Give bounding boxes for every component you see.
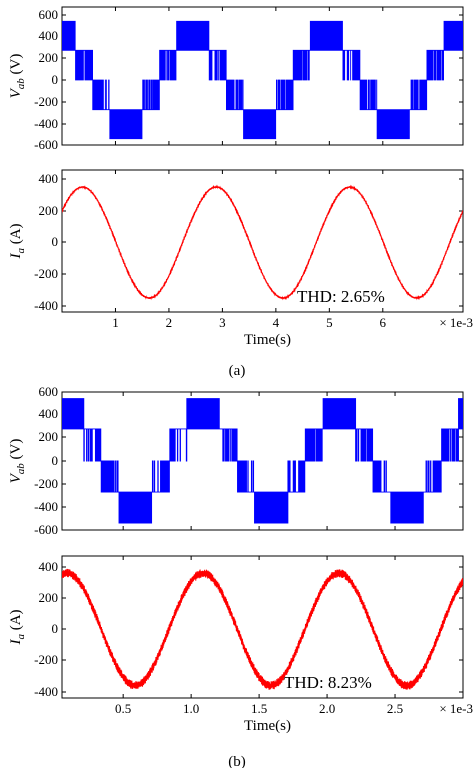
x-tick-label: 2.0	[319, 701, 335, 716]
x-tick-label: 1	[112, 315, 119, 330]
plot-frame	[61, 555, 464, 699]
x-tick-label: 2	[166, 315, 173, 330]
x-tick-label: 5	[326, 315, 333, 330]
x-tick-label: 4	[273, 315, 280, 330]
series-a-bottom	[62, 184, 463, 301]
y-axis-label-unit: (A)	[8, 609, 24, 634]
y-tick-label: 600	[39, 384, 59, 399]
y-tick-label: 0	[52, 621, 59, 636]
y-tick-label: 400	[39, 559, 59, 574]
y-axis-label-sub: a	[15, 248, 27, 254]
series-b-top	[62, 398, 463, 524]
y-tick-label: -600	[34, 522, 58, 537]
x-multiplier: × 1e-3	[439, 701, 473, 716]
plot-frame	[61, 169, 464, 313]
y-tick-label: 400	[39, 28, 59, 43]
y-axis-label: Vab (V)	[8, 54, 27, 99]
y-axis-label-main: V	[8, 87, 24, 98]
thd-annotation: THD: 8.23%	[284, 673, 372, 692]
caption-a: (a)	[229, 363, 246, 379]
y-axis-label: Ia (A)	[8, 609, 27, 645]
y-tick-label: 400	[39, 171, 59, 186]
series-a-top	[62, 20, 463, 140]
x-axis-label: Time(s)	[244, 332, 291, 348]
y-axis-label-unit: (A)	[8, 223, 24, 248]
y-tick-label: -200	[34, 476, 58, 491]
x-tick-label: 3	[219, 315, 226, 330]
voltage-trace	[62, 20, 463, 140]
y-axis-label: Vab (V)	[8, 439, 27, 484]
x-tick-label: 1.5	[251, 701, 267, 716]
y-tick-label: -400	[34, 499, 58, 514]
y-axis-label-unit: (V)	[8, 439, 24, 464]
y-tick-label: 200	[39, 50, 59, 65]
x-multiplier: × 1e-3	[439, 315, 473, 330]
y-tick-label: -200	[34, 652, 58, 667]
y-tick-label: -400	[34, 684, 58, 699]
x-tick-label: 2.5	[387, 701, 403, 716]
y-axis-label-unit: (V)	[8, 54, 24, 79]
panel-a-top: 600 400 200 0 -200 -400 -600 Vab (V)	[8, 6, 464, 152]
x-axis-label: Time(s)	[244, 718, 291, 734]
y-axis-label-main: I	[8, 639, 24, 646]
y-axis-label-sub: ab	[15, 463, 27, 475]
y-tick-label: -400	[34, 298, 58, 313]
panel-b-bottom: 400 200 0 -200 -400 0.5 1.0 1.5 2.0 2.5 Ia (A) Time…	[8, 555, 473, 734]
y-tick-label: 200	[39, 203, 59, 218]
current-trace	[62, 184, 463, 301]
panel-a-bottom: 400 200 0 -200 -400 1 2 3 4 5 6 Ia (A) Time(s) × 1e-3…	[8, 169, 473, 348]
y-axis-label-main: I	[8, 253, 24, 260]
x-tick-label: 6	[380, 315, 387, 330]
y-tick-label: 400	[39, 406, 59, 421]
y-tick-label: 200	[39, 429, 59, 444]
x-tick-label: 0.5	[115, 701, 131, 716]
y-tick-label: -200	[34, 94, 58, 109]
y-tick-label: 0	[52, 453, 59, 468]
y-axis-label: Ia (A)	[8, 223, 27, 259]
panel-b-top: 600 400 200 0 -200 -400 -600 Vab (V)	[8, 384, 464, 537]
y-axis-label-main: V	[8, 472, 24, 483]
x-tick-label: 1.0	[183, 701, 199, 716]
y-tick-label: -600	[34, 137, 58, 152]
y-tick-label: 200	[39, 590, 59, 605]
y-axis-label-sub: a	[15, 634, 27, 640]
y-tick-label: 0	[52, 72, 59, 87]
y-tick-label: -200	[34, 266, 58, 281]
thd-annotation: THD: 2.65%	[297, 287, 385, 306]
series-b-bottom	[62, 568, 463, 690]
y-tick-label: 0	[52, 234, 59, 249]
y-tick-label: -400	[34, 116, 58, 131]
voltage-trace	[62, 398, 463, 524]
y-tick-label: 600	[39, 7, 59, 22]
caption-b: (b)	[228, 754, 246, 768]
plot-frame	[61, 6, 464, 146]
y-axis-label-sub: ab	[15, 78, 27, 90]
current-trace	[62, 568, 463, 690]
